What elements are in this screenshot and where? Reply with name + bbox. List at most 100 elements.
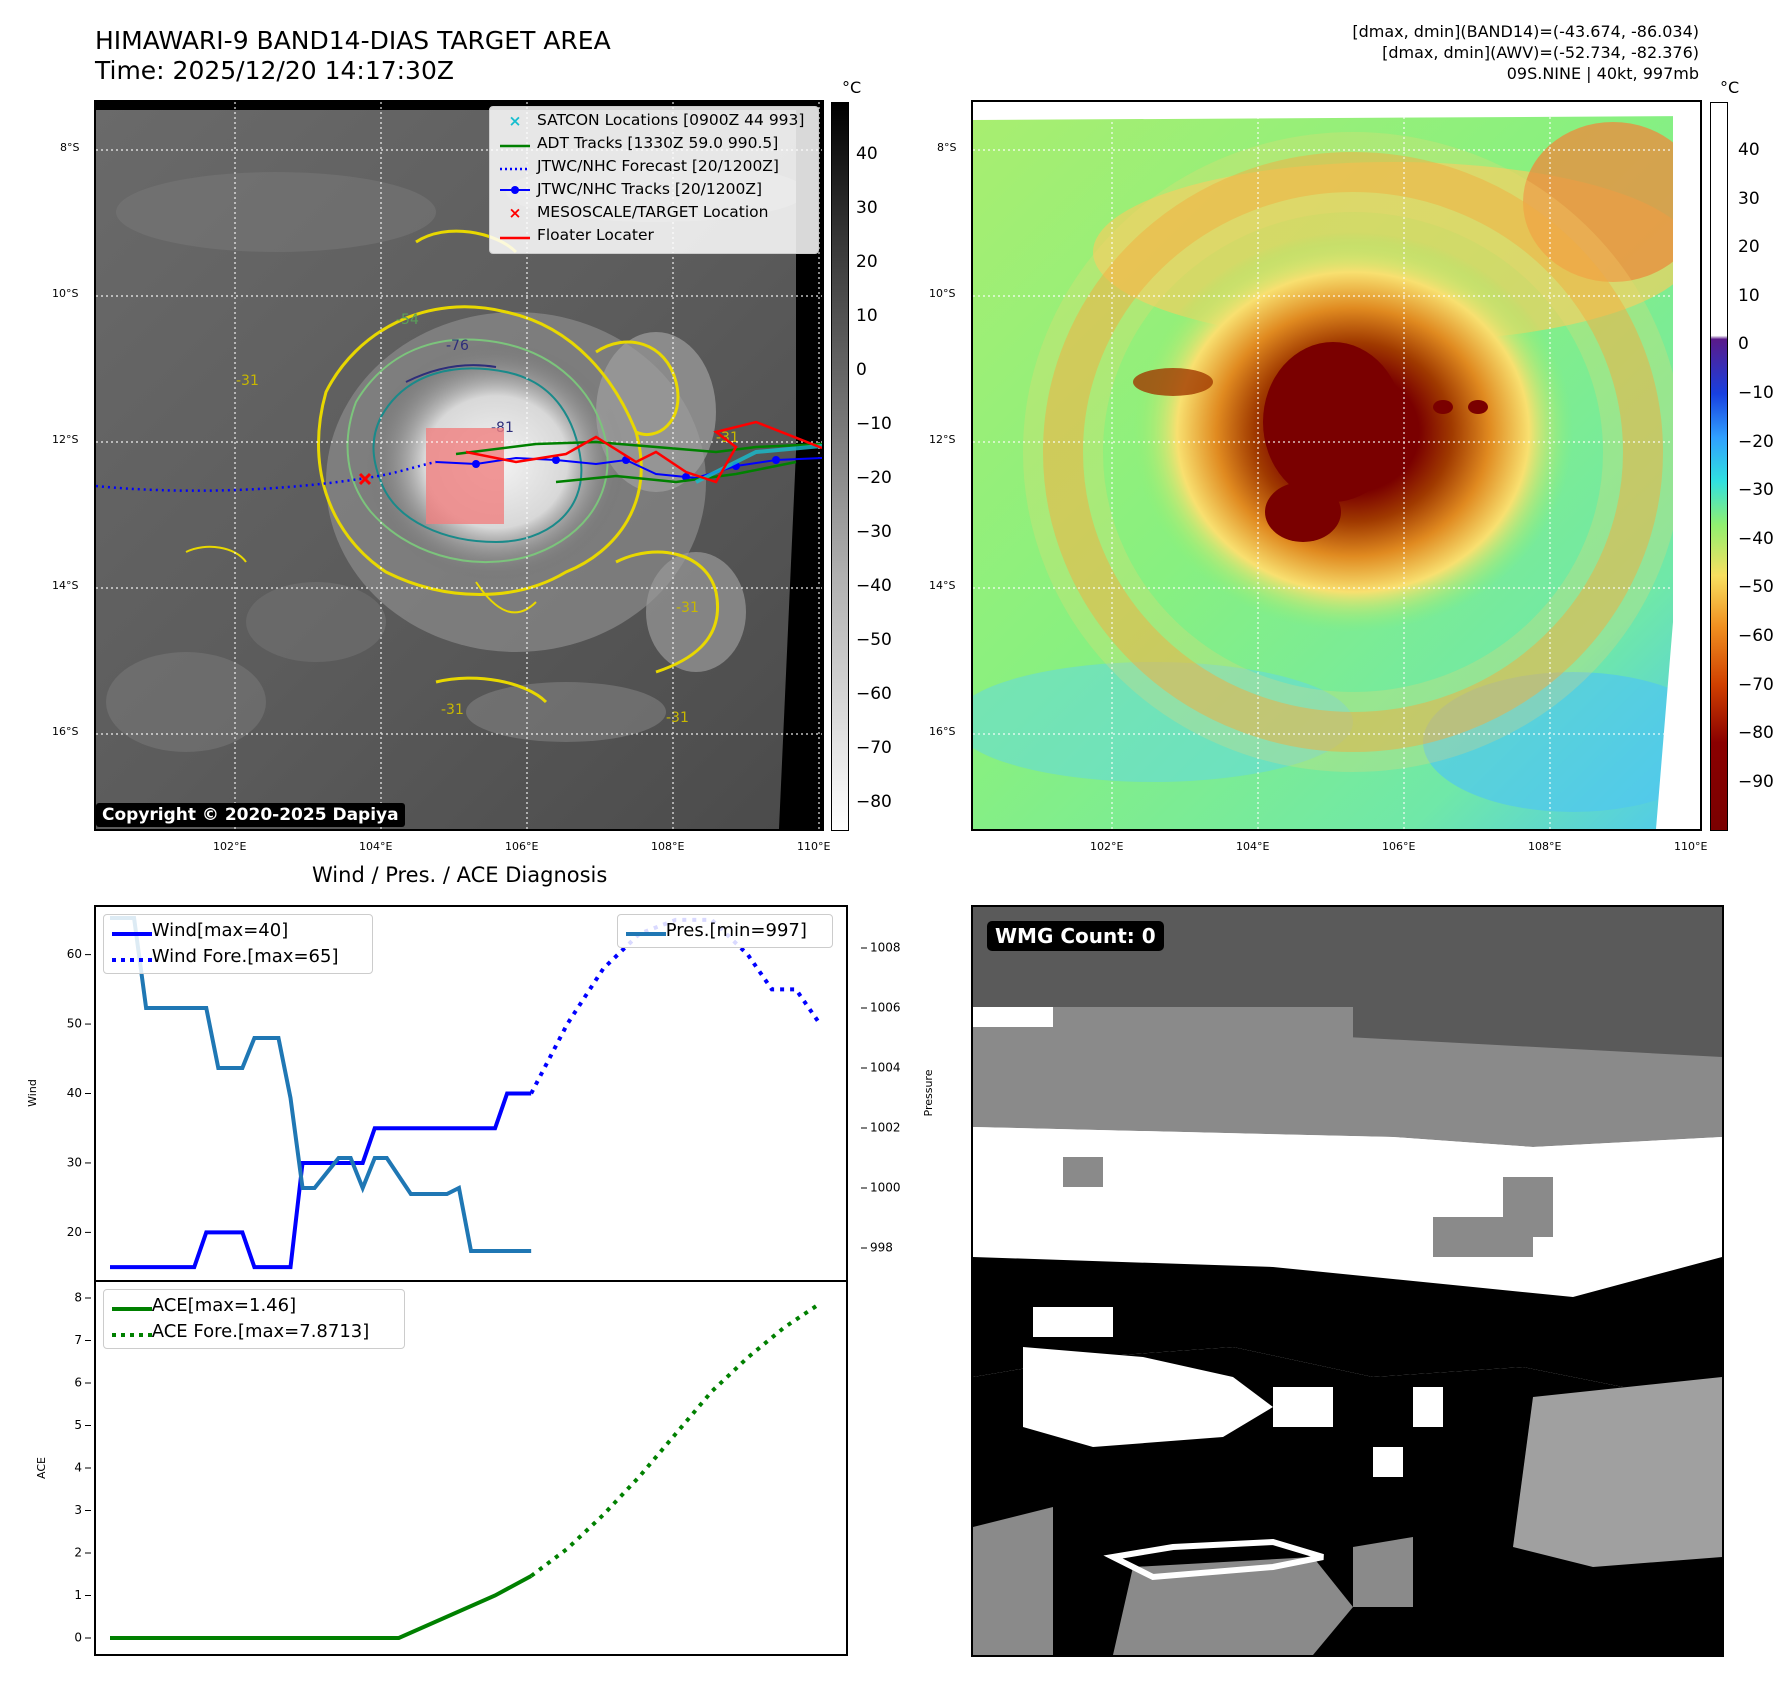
lon-label: 108°E	[651, 840, 685, 853]
diagnosis-title: Wind / Pres. / ACE Diagnosis	[312, 863, 608, 887]
wind-tick-label: 30	[67, 1155, 82, 1169]
chart-title: HIMAWARI-9 BAND14-DIAS TARGET AREA	[95, 26, 611, 55]
color-colorbar	[1710, 102, 1728, 831]
dotted-line-icon	[112, 947, 152, 968]
storm-info: 09S.NINE | 40kt, 997mb	[1506, 64, 1699, 83]
legend-label: Wind Fore.[max=65]	[151, 946, 339, 967]
contour-label: -31	[441, 702, 464, 718]
colorbar-tick: −90	[1738, 771, 1774, 792]
colorbar-tick: −40	[1738, 528, 1774, 549]
line-dot-icon	[498, 181, 532, 199]
legend-item-wind-forecast: Wind Fore.[max=65]	[112, 946, 338, 968]
legend-item-ace: ACE[max=1.46]	[112, 1295, 296, 1317]
lon-label: 104°E	[1236, 840, 1270, 853]
pressure-axis-label: Pressure	[922, 1069, 935, 1116]
wind-tick-label: 40	[67, 1086, 82, 1100]
colorbar-tick: −50	[1738, 577, 1774, 598]
colorbar-unit: °C	[1720, 78, 1740, 97]
legend-item-forecast: JTWC/NHC Forecast [20/1200Z]	[498, 157, 779, 176]
legend-label: MESOSCALE/TARGET Location	[536, 203, 769, 221]
colorbar-tick: −40	[856, 576, 892, 596]
colorbar-tick: −10	[856, 414, 892, 434]
colorbar-tick: −50	[856, 630, 892, 650]
pressure-tick-label: 1004	[870, 1061, 901, 1075]
lon-label: 102°E	[213, 840, 247, 853]
x-marker-icon: ×	[508, 203, 522, 222]
series-line	[110, 1091, 532, 1270]
ace-axis-label: ACE	[35, 1457, 48, 1479]
colorbar-unit: °C	[842, 78, 862, 97]
gray-colorbar	[831, 102, 849, 831]
colorbar-tick: 20	[1738, 237, 1760, 258]
colorbar-tick: −70	[856, 738, 892, 758]
colorbar-tick: −10	[1738, 383, 1774, 403]
lat-label: 12°S	[52, 433, 79, 446]
colorbar-tick: 30	[1738, 188, 1760, 209]
legend-label: JTWC/NHC Tracks [20/1200Z]	[536, 180, 763, 198]
colorbar-tick: 0	[1738, 334, 1749, 355]
ace-tick-label: 6	[74, 1376, 82, 1390]
solid-line-icon	[498, 135, 532, 153]
solid-line-icon	[498, 227, 532, 245]
map-legend: × SATCON Locations [0900Z 44 993] ADT Tr…	[489, 106, 819, 254]
lat-label: 8°S	[937, 141, 957, 154]
colorbar-tick: −30	[1738, 480, 1774, 501]
wmg-count-badge: WMG Count: 0	[987, 921, 1164, 951]
solid-line-icon	[112, 921, 152, 942]
pressure-tick-label: 1000	[870, 1181, 901, 1195]
contour-label: -54	[396, 312, 419, 328]
pressure-tick-label: 1006	[870, 1001, 901, 1015]
lon-label: 106°E	[1382, 840, 1416, 853]
colorbar-tick: −20	[1738, 431, 1774, 452]
legend-label: JTWC/NHC Forecast [20/1200Z]	[536, 157, 779, 175]
legend-item-satcon: × SATCON Locations [0900Z 44 993]	[498, 111, 805, 130]
contour-label: -76	[446, 338, 469, 354]
lat-label: 16°S	[929, 725, 956, 738]
awv-stats: [dmax, dmin](AWV)=(-52.734, -82.376)	[1382, 43, 1699, 62]
ace-tick-label: 3	[74, 1503, 82, 1517]
ir-grayscale-map: -76 -54 -31 -31 -31 -81 -31 -31	[94, 100, 824, 831]
contour-label: -31	[236, 373, 259, 389]
colorbar-tick: −70	[1738, 674, 1774, 695]
wind-tick-label: 60	[67, 947, 82, 961]
series-line	[529, 1301, 822, 1578]
time-label: Time: 2025/12/20 14:17:30Z	[95, 56, 454, 85]
legend-item-pressure: Pres.[min=997]	[626, 920, 807, 942]
legend-label: SATCON Locations [0900Z 44 993]	[536, 111, 805, 129]
solid-line-icon	[112, 1296, 152, 1317]
lat-label: 12°S	[929, 433, 956, 446]
lat-label: 14°S	[929, 579, 956, 592]
legend-item-ace-forecast: ACE Fore.[max=7.8713]	[112, 1321, 369, 1343]
ace-tick-label: 0	[74, 1631, 82, 1645]
wind-tick-label: 20	[67, 1225, 82, 1239]
wmg-panel: WMG Count: 0	[971, 905, 1724, 1657]
wind-axis-label: Wind	[26, 1079, 39, 1107]
ir-color-map	[971, 100, 1702, 831]
legend-label: Floater Locater	[536, 226, 654, 244]
dotted-line-icon	[498, 158, 532, 176]
solid-line-icon	[626, 921, 666, 942]
legend-item-floater: Floater Locater	[498, 226, 654, 245]
lat-label: 10°S	[929, 287, 956, 300]
ace-tick-label: 2	[74, 1546, 82, 1560]
colorbar-tick: −60	[856, 684, 892, 704]
legend-label: ACE Fore.[max=7.8713]	[151, 1321, 370, 1342]
pressure-tick-label: 1002	[870, 1121, 901, 1135]
lon-label: 110°E	[797, 840, 831, 853]
ace-tick-label: 7	[74, 1333, 82, 1347]
colorbar-tick: 10	[1738, 285, 1760, 306]
pressure-tick-label: 998	[870, 1241, 893, 1255]
contour-label: -31	[676, 600, 699, 616]
colorbar-tick: 10	[856, 306, 878, 326]
copyright-badge: Copyright © 2020-2025 Dapiya	[96, 803, 405, 827]
pressure-legend: Pres.[min=997]	[617, 914, 833, 948]
series-line	[110, 1574, 533, 1640]
colorbar-tick: 40	[856, 144, 878, 164]
ace-tick-label: 1	[74, 1588, 82, 1602]
contour-label: -31	[666, 710, 689, 726]
band14-stats: [dmax, dmin](BAND14)=(-43.674, -86.034)	[1352, 22, 1699, 41]
ace-tick-label: 8	[74, 1291, 82, 1305]
wind-legend: Wind[max=40] Wind Fore.[max=65]	[103, 914, 373, 974]
lon-label: 110°E	[1674, 840, 1708, 853]
colorbar-tick: −20	[856, 468, 892, 488]
